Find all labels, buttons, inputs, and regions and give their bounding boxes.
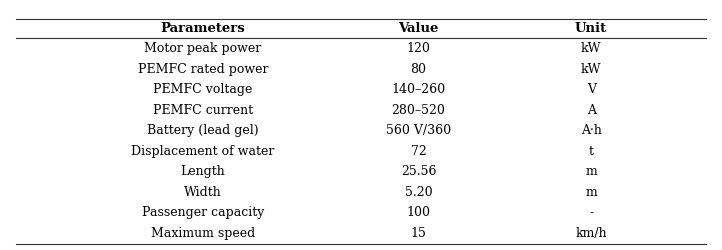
Text: kW: kW: [581, 63, 601, 76]
Text: PEMFC current: PEMFC current: [153, 104, 253, 117]
Text: PEMFC voltage: PEMFC voltage: [153, 83, 253, 96]
Text: A·h: A·h: [580, 124, 601, 137]
Text: Maximum speed: Maximum speed: [151, 227, 255, 240]
Text: 72: 72: [411, 145, 427, 158]
Text: Motor peak power: Motor peak power: [144, 42, 261, 55]
Text: 15: 15: [411, 227, 427, 240]
Text: Passenger capacity: Passenger capacity: [142, 206, 264, 220]
Text: Unit: Unit: [575, 22, 607, 35]
Text: m: m: [586, 186, 597, 199]
Text: Value: Value: [399, 22, 439, 35]
Text: t: t: [588, 145, 593, 158]
Text: Parameters: Parameters: [160, 22, 245, 35]
Text: -: -: [589, 206, 593, 220]
Text: km/h: km/h: [575, 227, 607, 240]
Text: 120: 120: [406, 42, 430, 55]
Text: PEMFC rated power: PEMFC rated power: [137, 63, 268, 76]
Text: 280–520: 280–520: [391, 104, 445, 117]
Text: 100: 100: [406, 206, 430, 220]
Text: Battery (lead gel): Battery (lead gel): [147, 124, 258, 137]
Text: A: A: [587, 104, 596, 117]
Text: Displacement of water: Displacement of water: [131, 145, 274, 158]
Text: kW: kW: [581, 42, 601, 55]
Text: 80: 80: [411, 63, 427, 76]
Text: 140–260: 140–260: [391, 83, 445, 96]
Text: 25.56: 25.56: [401, 165, 436, 178]
Text: V: V: [587, 83, 596, 96]
Text: Length: Length: [180, 165, 225, 178]
Text: Width: Width: [184, 186, 222, 199]
Text: 5.20: 5.20: [405, 186, 432, 199]
Text: 560 V/360: 560 V/360: [386, 124, 451, 137]
Text: m: m: [586, 165, 597, 178]
